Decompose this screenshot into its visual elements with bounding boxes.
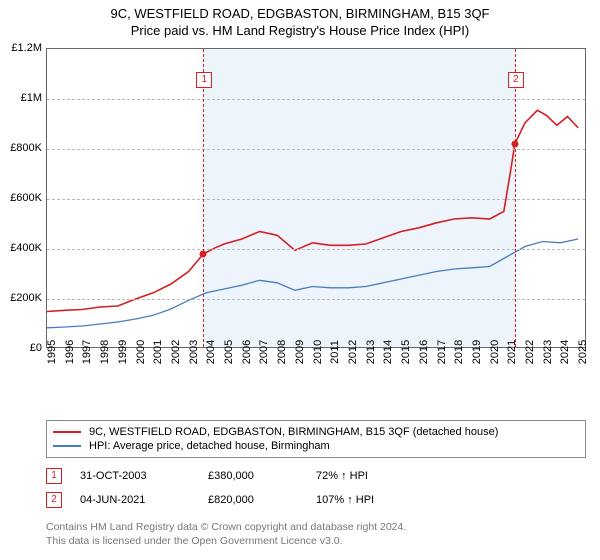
sale-date: 04-JUN-2021 [80, 494, 190, 506]
x-tick-label: 2007 [258, 337, 270, 367]
y-tick-label: £200K [0, 292, 42, 304]
legend-swatch-2 [53, 445, 81, 447]
grid-line [47, 149, 585, 150]
y-tick-label: £800K [0, 142, 42, 154]
x-tick-label: 2017 [436, 337, 448, 367]
series-price_paid [47, 110, 578, 311]
x-tick-label: 2001 [152, 337, 164, 367]
sale-index: 2 [46, 492, 62, 508]
x-tick-label: 1997 [81, 337, 93, 367]
x-tick-label: 1995 [46, 337, 58, 367]
marker-dot-1 [200, 251, 207, 258]
x-tick-label: 2003 [188, 337, 200, 367]
x-tick-label: 2005 [223, 337, 235, 367]
x-tick-label: 2013 [365, 337, 377, 367]
grid-line [47, 199, 585, 200]
x-tick-label: 2004 [205, 337, 217, 367]
sale-row: 2 04-JUN-2021 £820,000 107% ↑ HPI [46, 488, 586, 512]
marker-line-1 [203, 49, 204, 347]
footer-line-1: Contains HM Land Registry data © Crown c… [46, 520, 586, 534]
y-tick-label: £400K [0, 242, 42, 254]
x-tick-label: 2018 [453, 337, 465, 367]
x-tick-label: 2025 [577, 337, 589, 367]
x-tick-label: 1999 [117, 337, 129, 367]
x-tick-label: 1998 [99, 337, 111, 367]
x-tick-label: 2012 [347, 337, 359, 367]
marker-box-1: 1 [196, 72, 212, 88]
x-tick-label: 2000 [135, 337, 147, 367]
chart-subtitle: Price paid vs. HM Land Registry's House … [0, 21, 600, 44]
sale-price: £380,000 [208, 470, 298, 482]
sale-hpi: 107% ↑ HPI [316, 494, 426, 506]
y-tick-label: £1.2M [0, 42, 42, 54]
chart-area: 12 £0£200K£400K£600K£800K£1M£1.2M1995199… [46, 48, 586, 388]
marker-box-2: 2 [508, 72, 524, 88]
sale-hpi: 72% ↑ HPI [316, 470, 426, 482]
sale-row: 1 31-OCT-2003 £380,000 72% ↑ HPI [46, 464, 586, 488]
x-tick-label: 2008 [276, 337, 288, 367]
x-tick-label: 2009 [294, 337, 306, 367]
sales-table: 1 31-OCT-2003 £380,000 72% ↑ HPI 2 04-JUN-202… [46, 464, 586, 512]
grid-line [47, 299, 585, 300]
legend-row-2: HPI: Average price, detached house, Birm… [53, 439, 579, 453]
x-tick-label: 2022 [524, 337, 536, 367]
series-hpi [47, 239, 578, 328]
legend: 9C, WESTFIELD ROAD, EDGBASTON, BIRMINGHA… [46, 420, 586, 458]
x-tick-label: 2024 [559, 337, 571, 367]
x-tick-label: 2019 [471, 337, 483, 367]
x-tick-label: 2023 [542, 337, 554, 367]
x-tick-label: 2010 [312, 337, 324, 367]
x-tick-label: 2014 [382, 337, 394, 367]
y-tick-label: £600K [0, 192, 42, 204]
x-tick-label: 2006 [241, 337, 253, 367]
x-tick-label: 2015 [400, 337, 412, 367]
grid-line [47, 99, 585, 100]
grid-line [47, 249, 585, 250]
legend-row-1: 9C, WESTFIELD ROAD, EDGBASTON, BIRMINGHA… [53, 425, 579, 439]
sale-index: 1 [46, 468, 62, 484]
x-tick-label: 2011 [329, 337, 341, 367]
x-tick-label: 2020 [489, 337, 501, 367]
footer: Contains HM Land Registry data © Crown c… [46, 520, 586, 548]
x-tick-label: 2021 [506, 337, 518, 367]
plot-region: 12 [46, 48, 586, 348]
y-tick-label: £0 [0, 342, 42, 354]
x-tick-label: 1996 [64, 337, 76, 367]
x-tick-label: 2016 [418, 337, 430, 367]
sale-price: £820,000 [208, 494, 298, 506]
sale-date: 31-OCT-2003 [80, 470, 190, 482]
legend-label-1: 9C, WESTFIELD ROAD, EDGBASTON, BIRMINGHA… [89, 426, 498, 438]
y-tick-label: £1M [0, 92, 42, 104]
x-tick-label: 2002 [170, 337, 182, 367]
legend-swatch-1 [53, 431, 81, 433]
marker-dot-2 [511, 141, 518, 148]
chart-title: 9C, WESTFIELD ROAD, EDGBASTON, BIRMINGHA… [0, 0, 600, 21]
footer-line-2: This data is licensed under the Open Gov… [46, 534, 586, 548]
marker-line-2 [515, 49, 516, 347]
legend-label-2: HPI: Average price, detached house, Birm… [89, 440, 330, 452]
